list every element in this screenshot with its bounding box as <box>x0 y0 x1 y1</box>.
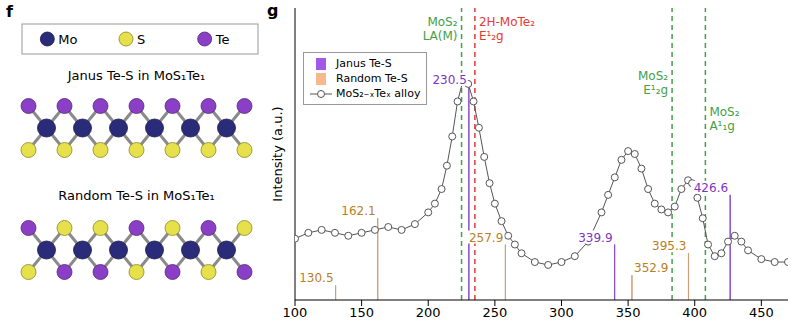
svg-text:f: f <box>6 2 14 21</box>
svg-text:100: 100 <box>283 305 308 320</box>
svg-text:352.9: 352.9 <box>634 261 668 275</box>
html-text:Random Te-S: Random Te-S <box>336 72 408 85</box>
svg-text:400: 400 <box>682 305 707 320</box>
svg-text:Janus Te-S in MoS₁Te₁: Janus Te-S in MoS₁Te₁ <box>67 68 206 83</box>
svg-text:300: 300 <box>549 305 574 320</box>
svg-text:426.6: 426.6 <box>694 181 728 195</box>
svg-text:MoS₂A¹₁g: MoS₂A¹₁g <box>709 105 739 133</box>
svg-text:Mo: Mo <box>58 32 77 47</box>
svg-text:150: 150 <box>349 305 374 320</box>
svg-text:250: 250 <box>482 305 507 320</box>
svg-text:MoS₂LA(M): MoS₂LA(M) <box>423 15 458 43</box>
svg-text:257.9: 257.9 <box>469 231 503 245</box>
svg-text:Random Te-S in MoS₁Te₁: Random Te-S in MoS₁Te₁ <box>58 188 214 203</box>
html-text:MoS₂₋ₓTeₓ alloy: MoS₂₋ₓTeₓ alloy <box>336 87 421 100</box>
svg-text:MoS₂E¹₂g: MoS₂E¹₂g <box>638 69 668 97</box>
svg-text:Intensity (a.u.): Intensity (a.u.) <box>270 106 285 201</box>
svg-text:350: 350 <box>616 305 641 320</box>
svg-text:130.5: 130.5 <box>299 271 333 285</box>
svg-text:S: S <box>137 32 145 47</box>
svg-text:2H-MoTe₂E¹₂g: 2H-MoTe₂E¹₂g <box>479 15 535 43</box>
svg-text:230.5: 230.5 <box>432 73 466 87</box>
svg-text:200: 200 <box>416 305 441 320</box>
html-text:Janus Te-S: Janus Te-S <box>336 57 392 70</box>
svg-text:395.3: 395.3 <box>652 239 686 253</box>
svg-text:339.9: 339.9 <box>578 231 612 245</box>
html-text:g: g <box>267 1 279 20</box>
svg-text:Te: Te <box>215 32 230 47</box>
svg-text:162.1: 162.1 <box>341 204 375 218</box>
svg-text:450: 450 <box>749 305 774 320</box>
